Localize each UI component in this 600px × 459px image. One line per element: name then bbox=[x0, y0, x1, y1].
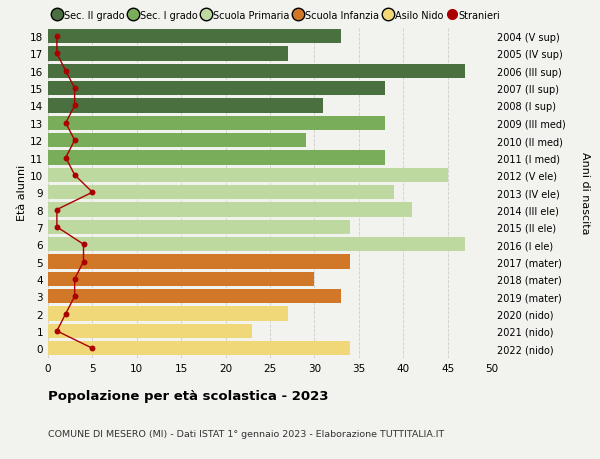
Point bbox=[70, 137, 79, 145]
Bar bbox=[48, 47, 288, 62]
Text: COMUNE DI MESERO (MI) - Dati ISTAT 1° gennaio 2023 - Elaborazione TUTTITALIA.IT: COMUNE DI MESERO (MI) - Dati ISTAT 1° ge… bbox=[48, 429, 444, 438]
Point bbox=[70, 85, 79, 93]
Bar bbox=[48, 99, 323, 113]
Point bbox=[70, 275, 79, 283]
Point bbox=[88, 345, 97, 352]
Bar bbox=[48, 82, 385, 96]
Bar bbox=[48, 238, 466, 252]
Legend: Sec. II grado, Sec. I grado, Scuola Primaria, Scuola Infanzia, Asilo Nido, Stran: Sec. II grado, Sec. I grado, Scuola Prim… bbox=[53, 11, 500, 21]
Bar bbox=[48, 324, 252, 338]
Point bbox=[61, 155, 71, 162]
Bar bbox=[48, 30, 341, 44]
Point bbox=[70, 103, 79, 110]
Point bbox=[52, 50, 62, 58]
Point bbox=[52, 34, 62, 41]
Point bbox=[52, 207, 62, 214]
Y-axis label: Età alunni: Età alunni bbox=[17, 165, 27, 221]
Bar bbox=[48, 117, 385, 131]
Bar bbox=[48, 272, 314, 286]
Bar bbox=[48, 151, 385, 165]
Text: Popolazione per età scolastica - 2023: Popolazione per età scolastica - 2023 bbox=[48, 389, 329, 403]
Bar bbox=[48, 168, 448, 183]
Bar bbox=[48, 134, 305, 148]
Point bbox=[61, 68, 71, 75]
Point bbox=[79, 241, 88, 248]
Point bbox=[70, 172, 79, 179]
Bar bbox=[48, 307, 288, 321]
Point bbox=[79, 258, 88, 266]
Point bbox=[52, 224, 62, 231]
Point bbox=[88, 189, 97, 196]
Point bbox=[70, 293, 79, 300]
Bar bbox=[48, 341, 350, 356]
Point bbox=[61, 310, 71, 318]
Point bbox=[52, 328, 62, 335]
Bar bbox=[48, 255, 350, 269]
Bar bbox=[48, 290, 341, 304]
Bar bbox=[48, 220, 350, 235]
Y-axis label: Anni di nascita: Anni di nascita bbox=[580, 151, 589, 234]
Bar bbox=[48, 186, 394, 200]
Bar bbox=[48, 65, 466, 79]
Bar bbox=[48, 203, 412, 217]
Point bbox=[61, 120, 71, 127]
